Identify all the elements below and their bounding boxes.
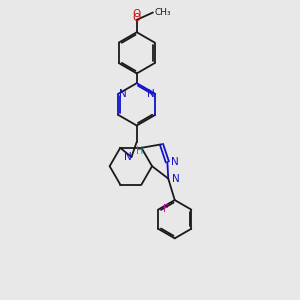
Text: N: N [172, 174, 180, 184]
Text: F: F [164, 204, 169, 214]
Text: N: N [118, 89, 126, 99]
Text: CH₃: CH₃ [154, 8, 171, 17]
Text: N: N [124, 152, 132, 162]
Text: N: N [147, 89, 155, 99]
Text: N: N [172, 157, 179, 167]
Text: O: O [132, 9, 140, 19]
Text: O: O [132, 13, 140, 23]
Text: H: H [136, 146, 143, 156]
